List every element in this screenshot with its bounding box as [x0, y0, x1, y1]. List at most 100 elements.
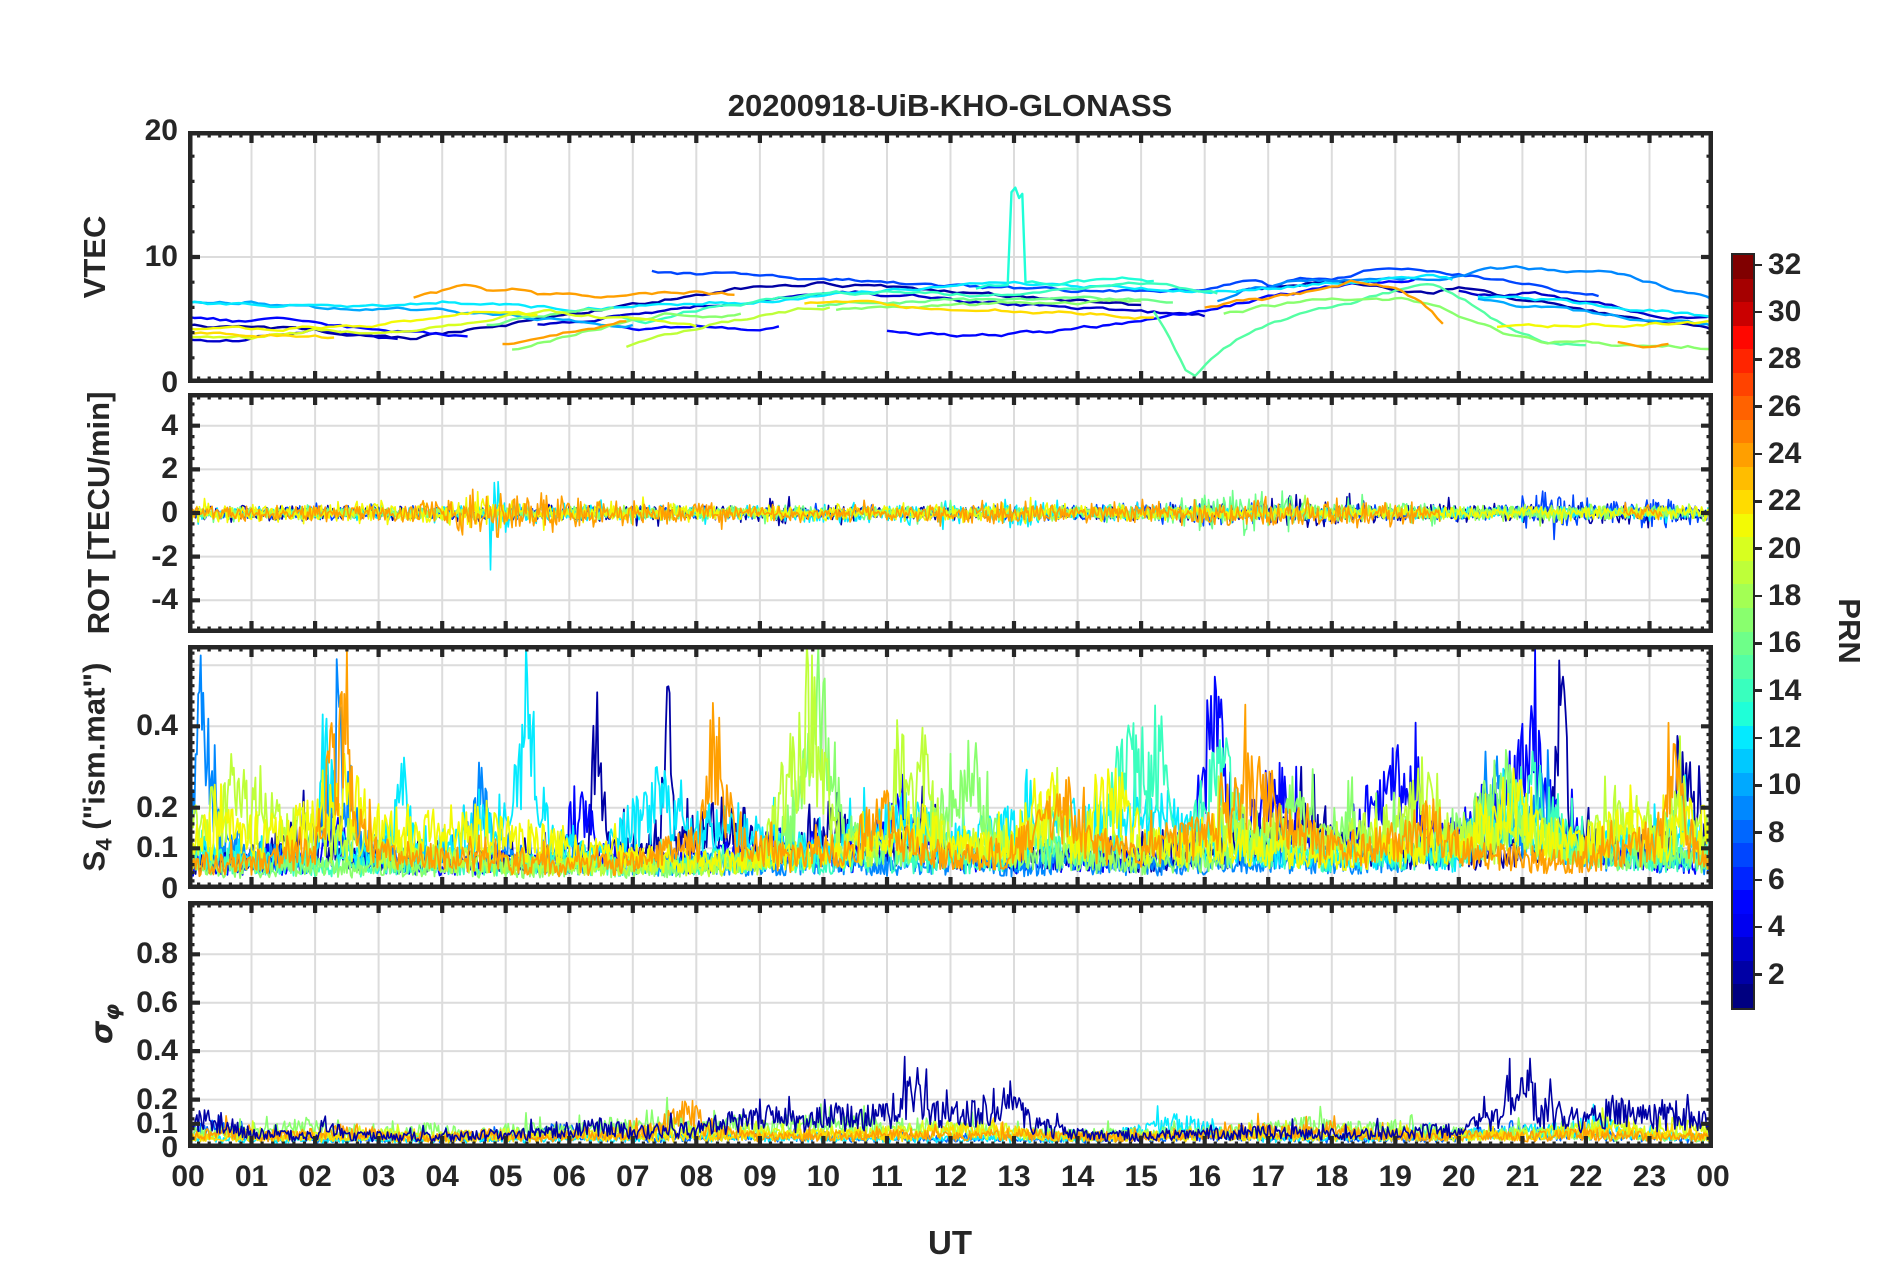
- x-tick-label: 02: [298, 1160, 332, 1193]
- colorbar-tick: [1754, 689, 1762, 692]
- x-tick-label: 10: [806, 1160, 841, 1193]
- series-prn-5: [886, 278, 1415, 338]
- major-ticks: [188, 393, 1713, 633]
- rot-plot-svg: [188, 393, 1713, 633]
- series-prn-24: [1623, 502, 1663, 521]
- colorbar-tick-label: 32: [1768, 247, 1802, 281]
- y-tick-label: 0.6: [136, 985, 178, 1019]
- colorbar-band: [1733, 396, 1753, 420]
- colorbar-tick-label: 16: [1768, 626, 1802, 660]
- series-prn-24: [188, 650, 1713, 878]
- colorbar-tick: [1754, 973, 1762, 976]
- series-prn-24: [1617, 340, 1669, 349]
- x-tick-label: 20: [1442, 1160, 1476, 1193]
- series-prn-17: [1223, 296, 1713, 351]
- colorbar-band: [1733, 560, 1753, 585]
- colorbar-tick-label: 4: [1768, 910, 1785, 944]
- x-tick-label: 18: [1315, 1160, 1349, 1193]
- series-prn-2: [188, 281, 1142, 341]
- panel-vtec: [188, 131, 1713, 383]
- colorbar-tick-label: 24: [1768, 437, 1802, 471]
- x-tick-label: 07: [616, 1160, 650, 1193]
- colorbar-tick: [1754, 452, 1762, 456]
- colorbar-tick: [1754, 310, 1762, 314]
- series-prn-21: [188, 310, 538, 333]
- y-tick-label: 0.1: [136, 1106, 178, 1140]
- colorbar-band: [1733, 537, 1753, 561]
- colorbar-tick-label: 10: [1768, 768, 1802, 802]
- y-tick-label: 0: [161, 872, 178, 905]
- colorbar-band: [1733, 466, 1753, 491]
- colorbar-band: [1733, 655, 1753, 679]
- colorbar-tick-label: 30: [1768, 295, 1802, 329]
- colorbar-tick: [1754, 263, 1762, 267]
- colorbar-band: [1733, 866, 1753, 891]
- colorbar-tick: [1754, 500, 1762, 503]
- x-tick-label: 04: [425, 1160, 459, 1193]
- colorbar-tick: [1754, 547, 1762, 550]
- x-tick-label: 16: [1187, 1160, 1222, 1193]
- x-tick-label: 01: [234, 1160, 269, 1193]
- colorbar-band: [1733, 278, 1753, 303]
- major-ticks: [188, 131, 1713, 383]
- y-tick-label: 2: [161, 452, 178, 486]
- s4-plot-svg: [188, 645, 1713, 889]
- colorbar-band: [1733, 749, 1753, 773]
- x-tick-label: 23: [1632, 1160, 1667, 1193]
- x-tick-label: 13: [997, 1160, 1031, 1193]
- colorbar-tick: [1754, 642, 1762, 645]
- series-prn-24: [1204, 279, 1444, 325]
- x-tick-label: 09: [743, 1160, 777, 1193]
- series-prn-21: [1496, 320, 1713, 329]
- colorbar-tick: [1754, 405, 1762, 409]
- axes-frame: [188, 901, 1713, 1148]
- colorbar-tick: [1754, 358, 1762, 361]
- colorbar-band: [1733, 631, 1753, 656]
- data-series: [188, 186, 1713, 378]
- colorbar-band: [1733, 419, 1753, 444]
- panel-rot: [188, 393, 1713, 633]
- x-tick-label: 22: [1569, 1160, 1603, 1193]
- colorbar-tick-label: 6: [1768, 862, 1785, 896]
- y-tick-label: 4: [161, 408, 178, 442]
- series-prn-12: [188, 273, 1453, 313]
- colorbar-band: [1733, 702, 1753, 726]
- colorbar-band: [1733, 819, 1753, 844]
- colorbar-tick: [1754, 783, 1762, 787]
- colorbar-tick: [1754, 736, 1762, 740]
- figure-title: 20200918-UiB-KHO-GLONASS: [727, 88, 1173, 123]
- series-prn-19: [625, 306, 831, 349]
- colorbar-label: PRN: [1832, 598, 1867, 664]
- series-prn-14: [619, 281, 1218, 325]
- colorbar-tick: [1754, 594, 1762, 598]
- y-tick-label: 10: [144, 240, 178, 273]
- y-tick-label: 0: [161, 496, 178, 529]
- colorbar-band: [1733, 513, 1753, 538]
- series-prn-10: [188, 300, 634, 329]
- series-prn-16: [486, 306, 615, 327]
- colorbar-tick-label: 14: [1768, 673, 1802, 707]
- series-prn-5: [601, 324, 780, 332]
- series-prn-22: [188, 331, 335, 340]
- y-tick-label: 0.2: [136, 1082, 178, 1116]
- x-tick-label: 21: [1505, 1160, 1540, 1193]
- colorbar-band: [1733, 607, 1753, 632]
- colorbar-tick-label: 2: [1768, 957, 1785, 991]
- colorbar-band: [1733, 443, 1753, 467]
- y-tick-label: 0.2: [136, 790, 178, 824]
- series-prn-13: [975, 186, 1154, 290]
- colorbar-band: [1733, 796, 1753, 820]
- colorbar-tick: [1754, 878, 1762, 882]
- colorbar-band: [1733, 890, 1753, 914]
- series-prn-17: [835, 298, 1142, 312]
- colorbar-band: [1733, 349, 1753, 373]
- colorbar-band: [1733, 302, 1753, 326]
- x-tick-label: 17: [1251, 1160, 1285, 1193]
- colorbar-band: [1733, 490, 1753, 514]
- x-tick-label: 05: [489, 1160, 523, 1193]
- series-prn-5: [188, 315, 468, 338]
- colorbar-band: [1733, 984, 1753, 1008]
- axes-frame: [188, 131, 1713, 383]
- colorbar-band: [1733, 255, 1753, 279]
